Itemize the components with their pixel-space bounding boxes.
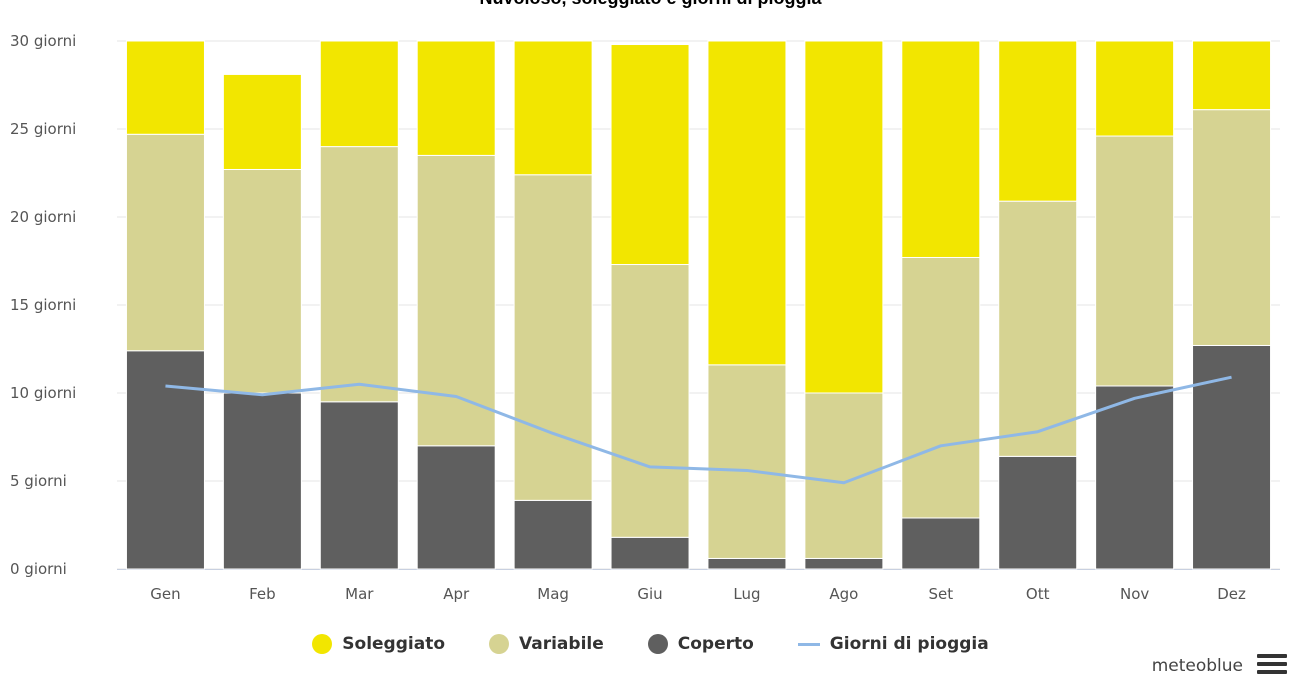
- legend-swatch-coperto: [647, 634, 668, 654]
- legend: Soleggiato Variabile Coperto Giorni di p…: [0, 634, 1301, 654]
- x-tick-label: Set: [928, 585, 953, 603]
- chart-title: Nuvoloso, soleggiato e giorni di pioggia: [0, 0, 1301, 9]
- y-tick-label: 0 giorni: [10, 560, 67, 578]
- legend-item-soleggiato[interactable]: Soleggiato: [312, 634, 445, 654]
- bar-variabile-gen: [125, 133, 205, 352]
- y-tick-label: 15 giorni: [10, 296, 76, 314]
- bar-coperto-feb: [222, 392, 302, 570]
- legend-swatch-variabile: [489, 634, 510, 654]
- bar-coperto-lug: [707, 557, 787, 570]
- brand-credit[interactable]: meteoblue: [1151, 656, 1243, 676]
- hamburger-menu-icon[interactable]: [1257, 654, 1287, 678]
- x-tick-label: Mag: [537, 585, 569, 603]
- legend-label-giorni-di-pioggia: Giorni di pioggia: [829, 634, 989, 654]
- bar-coperto-ago: [804, 557, 884, 570]
- bar-variabile-dez: [1192, 109, 1272, 346]
- legend-item-variabile[interactable]: Variabile: [489, 634, 604, 654]
- legend-label-variabile: Variabile: [519, 634, 604, 654]
- bar-variabile-lug: [707, 364, 787, 559]
- bar-soleggiato-ago: [804, 40, 884, 394]
- x-tick-label: Ott: [1026, 585, 1050, 603]
- bar-coperto-set: [901, 517, 981, 570]
- bar-soleggiato-mag: [513, 40, 593, 176]
- x-tick-label: Mar: [345, 585, 374, 603]
- bar-variabile-giu: [610, 264, 690, 538]
- bar-coperto-giu: [610, 536, 690, 570]
- x-tick-label: Gen: [150, 585, 180, 603]
- bar-coperto-mag: [513, 499, 593, 570]
- bar-variabile-set: [901, 256, 981, 519]
- bar-coperto-dez: [1192, 344, 1272, 570]
- bar-soleggiato-apr: [416, 40, 496, 156]
- bar-soleggiato-giu: [610, 44, 690, 266]
- x-tick-label: Dez: [1217, 585, 1246, 603]
- legend-label-soleggiato: Soleggiato: [342, 634, 446, 654]
- bar-variabile-ago: [804, 392, 884, 559]
- bar-variabile-apr: [416, 154, 496, 447]
- bar-soleggiato-gen: [125, 40, 205, 135]
- legend-item-giorni-di-pioggia[interactable]: Giorni di pioggia: [797, 634, 989, 654]
- bar-coperto-nov: [1095, 385, 1175, 570]
- bar-coperto-gen: [125, 350, 205, 570]
- legend-swatch-soleggiato: [312, 634, 333, 654]
- y-tick-label: 20 giorni: [10, 208, 76, 226]
- bar-soleggiato-lug: [707, 40, 787, 366]
- bar-soleggiato-mar: [319, 40, 399, 148]
- bar-variabile-mar: [319, 146, 399, 403]
- y-tick-label: 25 giorni: [10, 120, 76, 138]
- x-tick-label: Apr: [443, 585, 470, 603]
- x-tick-label: Feb: [249, 585, 276, 603]
- bar-variabile-feb: [222, 168, 302, 394]
- x-tick-label: Lug: [733, 585, 760, 603]
- bar-variabile-nov: [1095, 135, 1175, 387]
- y-tick-label: 5 giorni: [10, 472, 67, 490]
- y-tick-label: 10 giorni: [10, 384, 76, 402]
- legend-swatch-giorni-di-pioggia: [797, 642, 820, 646]
- legend-label-coperto: Coperto: [677, 634, 754, 654]
- bar-soleggiato-set: [901, 40, 981, 258]
- bar-coperto-apr: [416, 445, 496, 570]
- x-tick-label: Giu: [637, 585, 662, 603]
- bar-soleggiato-dez: [1192, 40, 1272, 111]
- bar-soleggiato-nov: [1095, 40, 1175, 137]
- bar-variabile-ott: [998, 200, 1078, 457]
- bar-soleggiato-feb: [222, 73, 302, 170]
- line-giorni-di-pioggia: [165, 375, 1232, 485]
- bar-coperto-mar: [319, 401, 399, 570]
- y-tick-label: 30 giorni: [10, 32, 76, 50]
- bar-soleggiato-ott: [998, 40, 1078, 202]
- x-tick-label: Nov: [1120, 585, 1149, 603]
- legend-item-coperto[interactable]: Coperto: [647, 634, 754, 654]
- x-tick-label: Ago: [829, 585, 858, 603]
- bar-variabile-mag: [513, 174, 593, 501]
- bar-coperto-ott: [998, 455, 1078, 570]
